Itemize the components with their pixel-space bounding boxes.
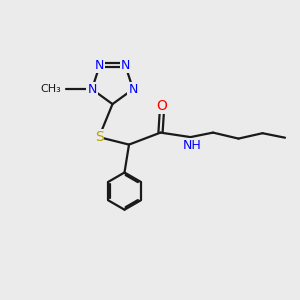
- Text: N: N: [95, 58, 104, 71]
- Text: N: N: [121, 58, 130, 71]
- Text: N: N: [128, 83, 138, 96]
- Text: S: S: [94, 130, 103, 144]
- Text: NH: NH: [183, 139, 201, 152]
- Text: O: O: [157, 99, 167, 112]
- Text: N: N: [87, 83, 97, 96]
- Text: CH₃: CH₃: [40, 84, 61, 94]
